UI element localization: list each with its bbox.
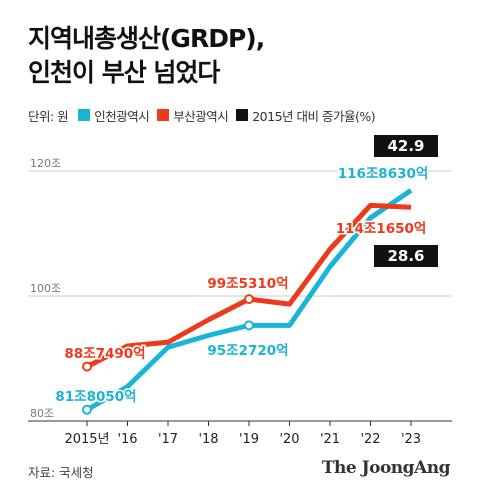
legend-item-incheon: 인천광역시 [78, 106, 150, 125]
x-tick-label: '19 [239, 432, 259, 447]
brand-logo-text: The JoongAng [321, 458, 451, 478]
x-tick-label: '23 [401, 432, 421, 447]
data-label-busan-2023: 114조1650억 [336, 221, 427, 237]
growth-busan-value: 28.6 [387, 247, 424, 265]
data-point-incheon [244, 320, 254, 331]
data-point-incheon [82, 404, 92, 415]
x-tick-label: '22 [360, 432, 380, 447]
data-label-incheon-2019: 95조2720억 [207, 343, 288, 359]
growth-busan-box [374, 245, 438, 267]
unit-label: 단위: 원 [28, 108, 69, 124]
data-label-incheon-2023: 116조8630억 [338, 166, 429, 182]
legend-item-busan: 부산광역시 [157, 106, 229, 125]
legend-item-growth: 2015년 대비 증가율(%) [236, 106, 376, 125]
source-note: 자료: 국세청 [28, 465, 94, 480]
legend-swatch-incheon [78, 109, 91, 121]
chart-title: 지역내총생산(GRDP), 인천이 부산 넘었다 [28, 22, 265, 90]
title-line-2: 인천이 부산 넘었다 [28, 58, 220, 87]
growth-incheon-value: 42.9 [387, 137, 424, 155]
title-line-1: 지역내총생산(GRDP), [28, 24, 265, 53]
growth-incheon-box [374, 135, 438, 157]
data-point-busan [82, 361, 92, 372]
legend: 단위: 원 인천광역시 부산광역시 2015년 대비 증가율(%) [28, 106, 383, 125]
x-tick-label: '17 [158, 432, 178, 447]
legend-label-busan: 부산광역시 [173, 108, 229, 124]
legend-swatch-busan [157, 109, 170, 121]
legend-swatch-growth [236, 109, 249, 121]
data-label-incheon-2015: 81조8050억 [55, 389, 136, 405]
x-tick-label: '18 [198, 432, 218, 447]
data-point-busan [244, 294, 254, 305]
data-label-busan-2019: 99조5310억 [207, 276, 288, 292]
x-tick-label: '16 [117, 432, 137, 447]
legend-label-incheon: 인천광역시 [94, 108, 150, 124]
x-tick-label: '21 [320, 432, 340, 447]
data-label-busan-2015: 88조7490억 [64, 346, 145, 362]
y-tick-label: 120조 [30, 157, 61, 170]
y-tick-label: 80조 [30, 407, 54, 420]
legend-label-growth: 2015년 대비 증가율(%) [252, 108, 376, 124]
x-tick-label: 2015년 [64, 432, 109, 447]
y-tick-label: 100조 [30, 282, 61, 295]
x-tick-label: '20 [279, 432, 299, 447]
